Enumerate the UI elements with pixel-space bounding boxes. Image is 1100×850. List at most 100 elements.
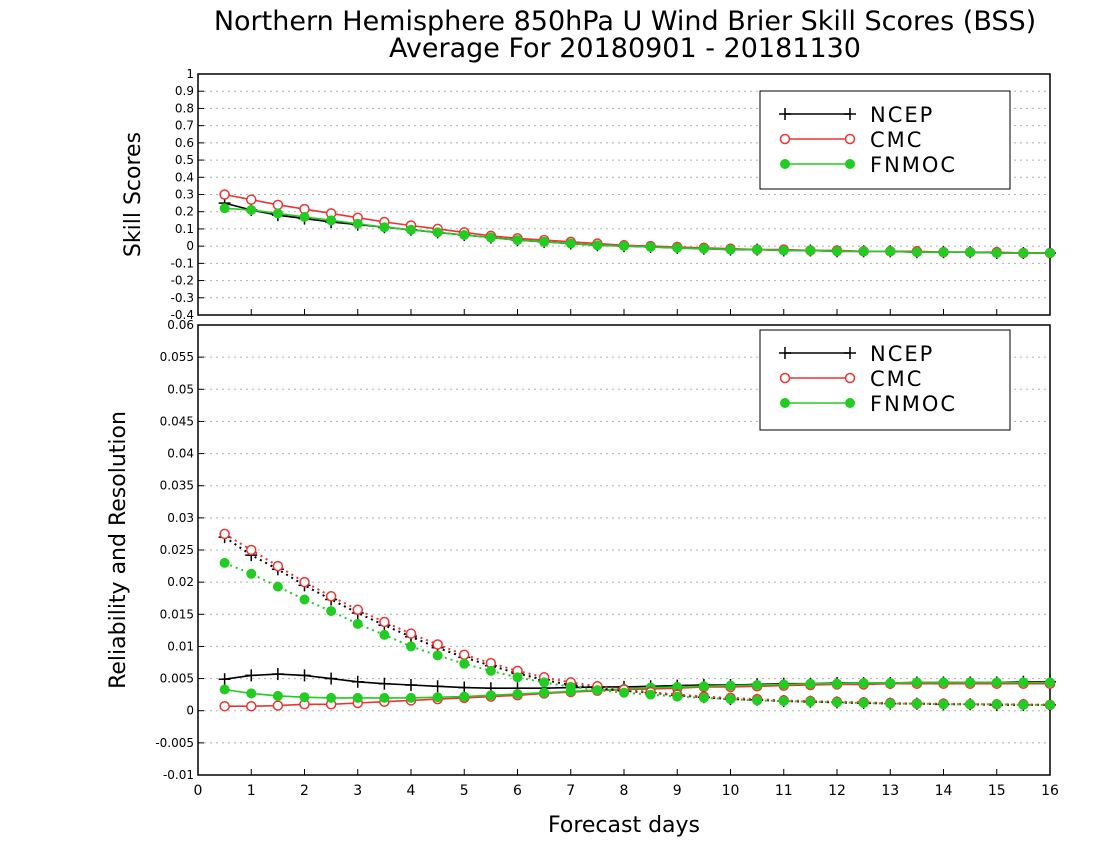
chart-title: Northern Hemisphere 850hPa U Wind Brier … xyxy=(214,6,1036,37)
y-tick-label: 0.025 xyxy=(160,543,194,557)
series-line xyxy=(224,681,1050,699)
series-line xyxy=(224,536,1050,706)
x-tick-label: 7 xyxy=(566,783,575,799)
y-tick-label: -0.2 xyxy=(171,274,194,288)
data-point xyxy=(911,698,922,709)
legend-marker xyxy=(779,372,791,384)
data-point xyxy=(246,544,257,556)
data-point xyxy=(858,246,869,257)
y-tick-label: 0.06 xyxy=(167,318,194,332)
y-tick-label: 0.02 xyxy=(167,575,194,589)
y-tick-label: 0.005 xyxy=(160,672,194,686)
data-point xyxy=(219,203,230,214)
data-point xyxy=(459,691,470,702)
data-point xyxy=(405,628,417,639)
data-point xyxy=(1045,248,1055,259)
data-point xyxy=(219,528,230,540)
y-tick-label: 1 xyxy=(186,67,194,81)
x-axis-label: Forecast days xyxy=(548,813,700,838)
data-point xyxy=(965,699,976,710)
y-tick-label: 0.4 xyxy=(175,170,194,184)
y-tick-label: 0.035 xyxy=(160,479,194,493)
x-tick-label: 5 xyxy=(460,783,469,799)
data-point xyxy=(219,189,230,200)
legend-item: CMC xyxy=(779,367,921,391)
legend-item: NCEP xyxy=(779,103,934,127)
y-tick-label: 0 xyxy=(186,239,194,253)
data-point xyxy=(271,668,284,681)
data-point xyxy=(326,692,337,703)
x-tick-label: 10 xyxy=(722,783,740,799)
y-tick-label: 0.015 xyxy=(160,607,194,621)
data-point xyxy=(778,696,789,707)
y-tick-label: 0.04 xyxy=(167,447,194,461)
data-point xyxy=(672,242,683,253)
series-fnmoc xyxy=(219,203,1055,259)
data-point xyxy=(379,222,390,233)
series-cmc-reliability xyxy=(219,678,1056,712)
data-point xyxy=(352,218,363,229)
y-tick-label: 0.6 xyxy=(175,136,194,150)
x-tick-label: 13 xyxy=(881,783,899,799)
data-point xyxy=(485,690,496,701)
data-point xyxy=(858,698,869,708)
data-point xyxy=(592,240,603,251)
data-point xyxy=(378,677,391,690)
legend-box xyxy=(759,90,1011,190)
data-point xyxy=(326,606,337,617)
data-point xyxy=(858,678,869,689)
x-tick-label: 6 xyxy=(513,783,522,799)
data-point xyxy=(938,677,949,688)
y-tick-label: -0.3 xyxy=(171,291,194,305)
legend-marker xyxy=(844,108,856,120)
legend-marker xyxy=(844,133,856,145)
legend-item: NCEP xyxy=(779,342,932,366)
data-point xyxy=(219,700,230,712)
data-point xyxy=(219,557,230,568)
y-tick-label: 0.1 xyxy=(175,222,194,236)
y-tick-label: 0.9 xyxy=(175,84,194,98)
legend-label: NCEP xyxy=(870,103,934,127)
data-point xyxy=(752,680,763,690)
y-tick-label: 0.3 xyxy=(175,188,194,202)
skill-scores-panel: -0.4 -0.3 -0.2 -0.1 0 0.1 0.2 0.3 0.4 0.5 0.6 0.7 0.… xyxy=(121,67,1056,322)
data-point xyxy=(459,658,470,669)
data-point xyxy=(698,692,709,703)
data-point xyxy=(379,616,390,628)
data-point xyxy=(911,247,922,258)
data-point xyxy=(432,692,443,703)
data-point xyxy=(406,692,416,703)
data-point xyxy=(832,678,842,689)
data-point xyxy=(432,650,443,661)
data-point xyxy=(778,245,789,256)
data-point xyxy=(299,211,310,222)
data-point xyxy=(299,576,310,588)
y-tick-label: 0.2 xyxy=(175,205,194,219)
data-point xyxy=(592,685,603,696)
series-ncep xyxy=(218,197,1056,260)
data-point xyxy=(245,669,258,682)
data-point xyxy=(432,639,443,650)
data-point xyxy=(405,679,417,691)
data-point xyxy=(218,673,231,686)
data-point xyxy=(512,672,523,683)
data-point xyxy=(325,591,337,602)
data-point xyxy=(246,204,257,215)
y-tick-label: -0.005 xyxy=(155,736,194,750)
y-axis-label: Reliability and Resolution xyxy=(106,411,131,689)
x-tick-label: 16 xyxy=(1041,783,1059,799)
data-point xyxy=(352,604,363,616)
data-point xyxy=(752,695,763,706)
legend-marker xyxy=(845,159,855,169)
data-point xyxy=(1018,677,1029,688)
plot-frame xyxy=(197,73,1051,316)
data-point xyxy=(725,694,736,705)
x-tick-label: 2 xyxy=(300,783,309,799)
x-tick-label: 3 xyxy=(353,783,362,799)
data-point xyxy=(379,692,390,703)
data-point xyxy=(885,678,896,689)
legend-marker xyxy=(779,133,791,145)
y-tick-label: 0.01 xyxy=(167,639,194,653)
data-point xyxy=(672,691,683,702)
data-point xyxy=(379,629,390,640)
